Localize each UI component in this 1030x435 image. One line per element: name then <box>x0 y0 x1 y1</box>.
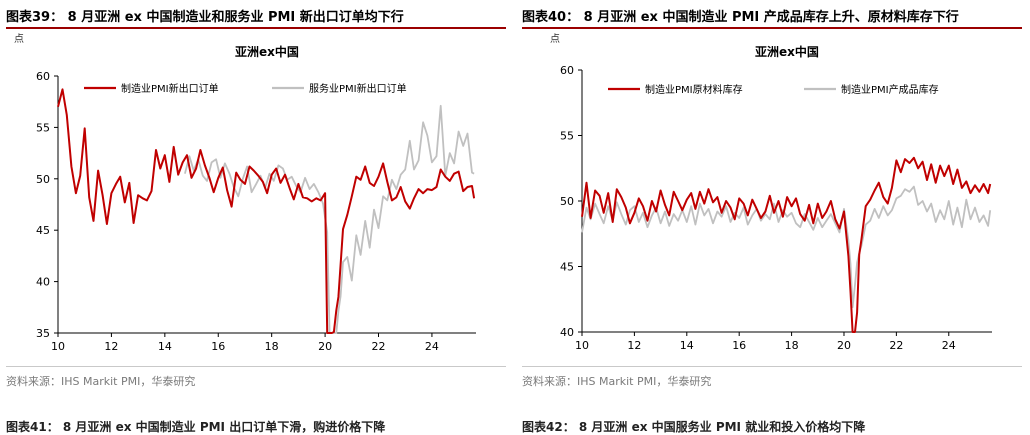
y-tick-label: 55 <box>36 121 50 134</box>
line-chart: 亚洲ex中国 点 35 40 45 50 55 60 10 12 14 16 18 20 22 24 制造业PM… <box>14 33 476 353</box>
x-tick-label: 14 <box>680 339 694 352</box>
x-tick-label: 22 <box>372 340 386 353</box>
series-line <box>581 156 992 333</box>
figure-title: 图表40： 8 月亚洲 ex 中国制造业 PMI 产成品库存上升、原材料库存下行 <box>522 10 959 25</box>
x-tick-label: 10 <box>51 340 65 353</box>
y-tick-label: 50 <box>36 173 50 186</box>
x-tick-label: 10 <box>575 339 589 352</box>
legend-label: 制造业PMI原材料库存 <box>645 83 743 96</box>
y-tick-label: 45 <box>36 224 50 237</box>
series-line <box>581 185 992 309</box>
legend-label: 服务业PMI新出口订单 <box>309 82 407 95</box>
legend-label: 制造业PMI新出口订单 <box>121 82 219 95</box>
unit-label: 点 <box>550 33 560 45</box>
x-tick-label: 18 <box>785 339 799 352</box>
unit-label: 点 <box>14 33 24 45</box>
y-tick-label: 60 <box>560 64 574 77</box>
y-tick-label: 55 <box>560 130 574 143</box>
x-tick-label: 24 <box>425 340 439 353</box>
x-tick-label: 12 <box>627 339 641 352</box>
figure-title: 图表39： 8 月亚洲 ex 中国制造业和服务业 PMI 新出口订单均下行 <box>6 10 404 25</box>
x-tick-label: 18 <box>265 340 279 353</box>
chart-panel-40: 图表40： 8 月亚洲 ex 中国制造业 PMI 产成品库存上升、原材料库存下行… <box>522 0 1027 434</box>
y-tick-label: 40 <box>36 276 50 289</box>
x-tick-label: 20 <box>837 339 851 352</box>
source-divider <box>522 366 1022 367</box>
next-figure-title: 图表42： 8 月亚洲 ex 中国服务业 PMI 就业和投入价格均下降 <box>522 420 866 434</box>
y-tick-label: 45 <box>560 261 574 274</box>
y-tick-label: 60 <box>36 70 50 83</box>
x-tick-label: 14 <box>158 340 172 353</box>
x-tick-label: 20 <box>318 340 332 353</box>
y-tick-label: 50 <box>560 195 574 208</box>
line-chart: 亚洲ex中国 点 40 45 50 55 60 10 12 14 16 18 20 22 24 制造业PMI原… <box>550 33 992 352</box>
y-tick-label: 35 <box>36 327 50 340</box>
title-underline <box>522 27 1022 29</box>
x-tick-label: 12 <box>104 340 118 353</box>
legend-label: 制造业PMI产成品库存 <box>841 83 939 96</box>
chart-title: 亚洲ex中国 <box>235 44 299 59</box>
source-divider <box>6 366 506 367</box>
next-figure-title: 图表41： 8 月亚洲 ex 中国制造业 PMI 出口订单下滑，购进价格下降 <box>6 420 386 434</box>
source-note: 资料来源：IHS Markit PMI，华泰研究 <box>522 375 712 388</box>
x-tick-label: 16 <box>732 339 746 352</box>
x-tick-label: 24 <box>942 339 956 352</box>
chart-panel-39: 图表39： 8 月亚洲 ex 中国制造业和服务业 PMI 新出口订单均下行 亚洲… <box>6 0 511 434</box>
chart-title: 亚洲ex中国 <box>755 44 819 59</box>
title-underline <box>6 27 506 29</box>
x-tick-label: 16 <box>211 340 225 353</box>
x-tick-label: 22 <box>889 339 903 352</box>
source-note: 资料来源：IHS Markit PMI，华泰研究 <box>6 375 196 388</box>
y-tick-label: 40 <box>560 326 574 339</box>
series-line <box>184 104 475 334</box>
series-line <box>57 88 476 334</box>
